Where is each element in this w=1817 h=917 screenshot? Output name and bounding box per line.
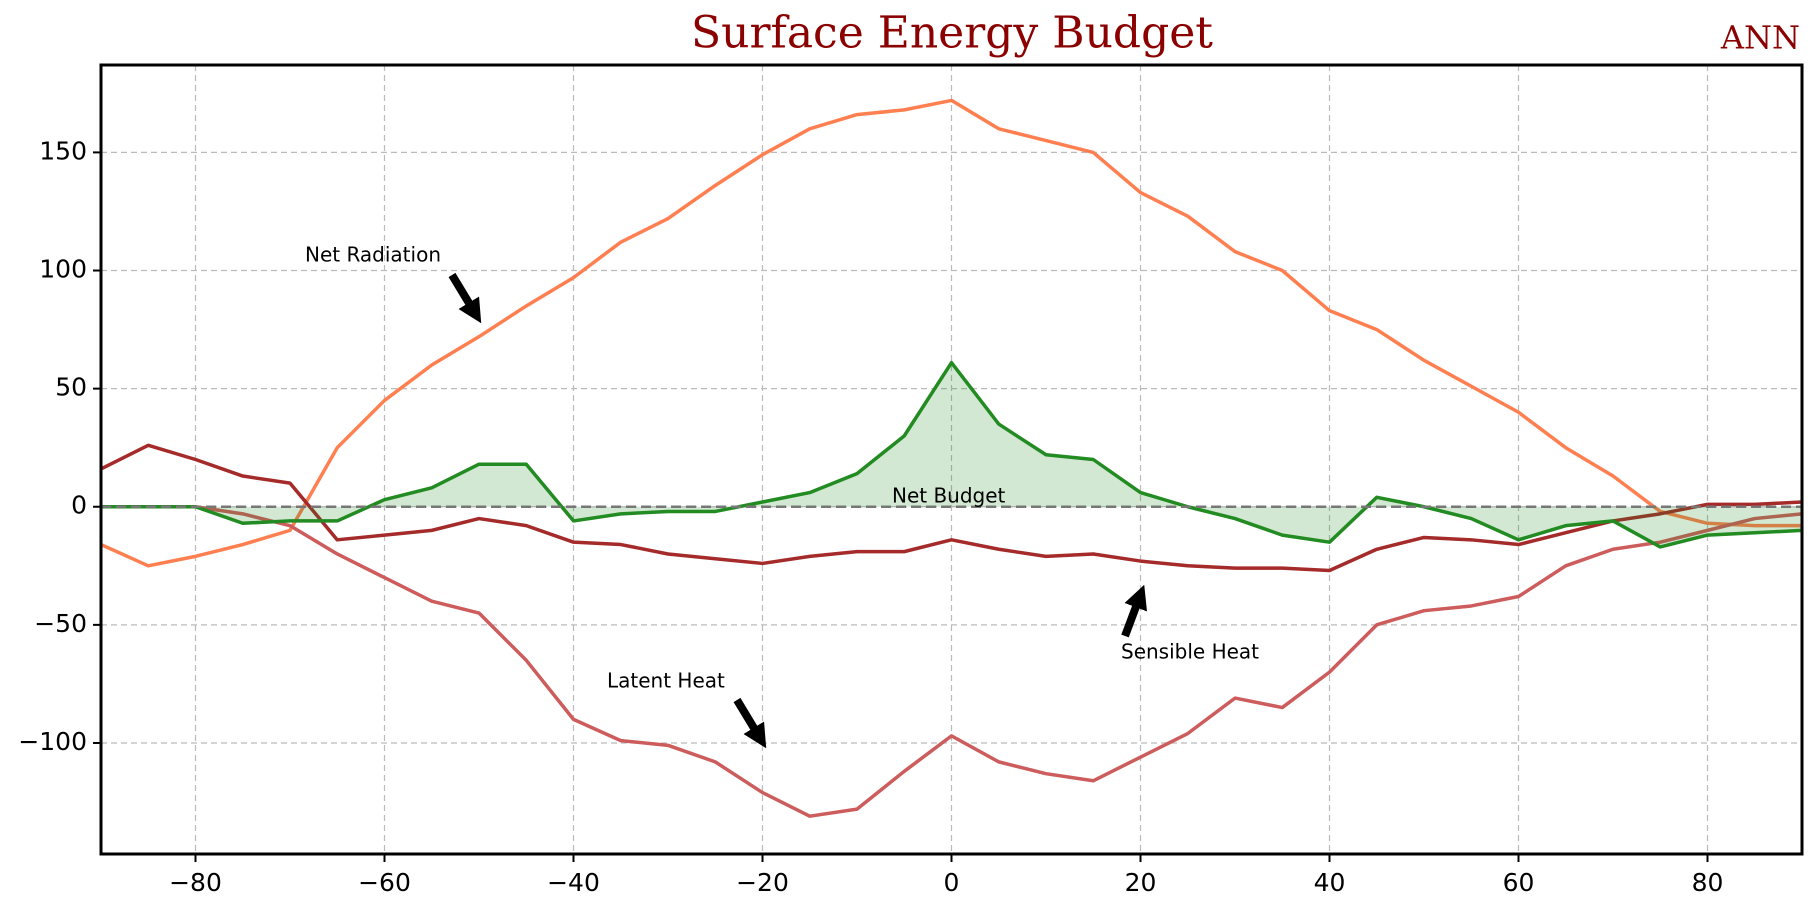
x-tick-label: −20 (736, 868, 789, 897)
series-line (100, 98, 1802, 568)
plot-frame (99, 63, 1804, 856)
y-tick-label: 100 (39, 255, 87, 284)
x-tick-label: 60 (1503, 868, 1535, 897)
x-tick-label: 40 (1314, 868, 1346, 897)
y-tick-label: 0 (71, 491, 87, 520)
x-tick-label: −80 (169, 868, 222, 897)
annotation-arrow (448, 272, 482, 324)
x-tick-label: 80 (1692, 868, 1724, 897)
y-tick-label: −100 (18, 727, 87, 756)
series-line (101, 504, 1803, 818)
corner-label: ANN (1720, 19, 1800, 57)
annotation: Sensible Heat (1121, 640, 1259, 664)
series-line (101, 360, 1803, 549)
x-tick-label: 0 (944, 868, 960, 897)
x-tick-label: −40 (547, 868, 600, 897)
annotation: Latent Heat (607, 669, 725, 693)
chart-title: Surface Energy Budget (691, 8, 1213, 59)
annotation: Net Budget (892, 484, 1006, 508)
annotation-arrow (733, 697, 767, 749)
x-tick-label: −60 (358, 868, 411, 897)
y-tick-label: 50 (55, 373, 87, 402)
annotation: Net Radiation (305, 243, 441, 267)
series-line (100, 443, 1803, 573)
x-tick-label: 20 (1125, 868, 1157, 897)
y-tick-label: 150 (39, 136, 87, 165)
annotation-arrow (1121, 584, 1148, 638)
y-tick-label: −50 (34, 609, 87, 638)
area-fill (101, 362, 1802, 547)
